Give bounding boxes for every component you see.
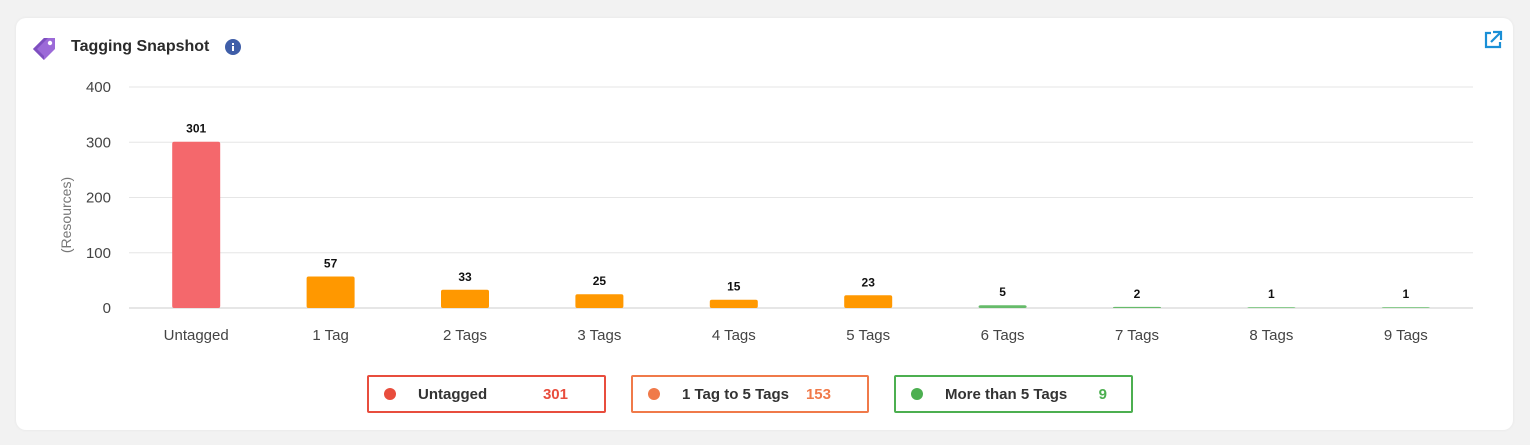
data-label: 301 <box>186 122 206 136</box>
data-label: 57 <box>324 257 338 271</box>
y-tick-label: 400 <box>86 79 111 96</box>
legend-label: Untagged <box>418 385 488 403</box>
external-link-icon[interactable] <box>1483 30 1503 50</box>
data-label: 1 <box>1268 287 1275 301</box>
bar-8-tags[interactable] <box>1247 307 1296 308</box>
legend-label: 1 Tag to 5 Tags <box>682 385 789 403</box>
y-axis-title: (Resources) <box>58 177 74 253</box>
bar-7-tags[interactable] <box>1113 306 1161 308</box>
legend-value: 153 <box>805 385 831 403</box>
x-tick-label: 2 Tags <box>443 327 487 344</box>
legend-value: 301 <box>542 385 568 403</box>
bar-1-tag[interactable] <box>306 276 355 308</box>
data-label: 25 <box>593 274 607 288</box>
x-tick-label: 7 Tags <box>1115 327 1159 344</box>
bar-untagged[interactable] <box>172 141 221 308</box>
legend-dot <box>911 388 923 400</box>
bar-2-tags[interactable] <box>441 289 489 308</box>
bar-5-tags[interactable] <box>844 295 893 308</box>
data-label: 33 <box>458 270 472 284</box>
card-title: Tagging Snapshot <box>71 38 210 55</box>
data-label: 2 <box>1134 287 1141 301</box>
x-tick-label: 3 Tags <box>577 327 621 344</box>
legend-value: 9 <box>1098 385 1107 403</box>
y-tick-label: 200 <box>86 190 111 207</box>
bar-4-tags[interactable] <box>709 299 758 308</box>
data-label: 23 <box>862 275 876 289</box>
legend-1-to-5-tags[interactable]: 1 Tag to 5 Tags 153 <box>631 375 869 413</box>
bar-9-tags[interactable] <box>1381 307 1430 308</box>
x-tick-label: 4 Tags <box>712 327 756 344</box>
y-tick-label: 100 <box>86 245 111 262</box>
tagging-snapshot-card: Tagging Snapshot 0 100 200 300 400 301 Untagge… <box>16 18 1513 430</box>
legend-more-than-5-tags[interactable]: More than 5 Tags 9 <box>894 375 1133 413</box>
x-tick-label: Untagged <box>164 327 229 344</box>
bar-3-tags[interactable] <box>575 294 624 308</box>
bar-6-tags[interactable] <box>978 305 1027 308</box>
x-tick-label: 8 Tags <box>1249 327 1293 344</box>
tag-icon <box>33 38 55 60</box>
x-tick-label: 6 Tags <box>981 327 1025 344</box>
y-tick-label: 0 <box>103 300 111 317</box>
x-tick-label: 9 Tags <box>1384 327 1428 344</box>
bar-chart: 0 100 200 300 400 301 Untagged 57 1 Tag 33 2 Tags 2… <box>58 79 1473 344</box>
legend-untagged[interactable]: Untagged 301 <box>367 375 606 413</box>
x-tick-label: 5 Tags <box>846 327 890 344</box>
data-label: 15 <box>727 280 741 294</box>
legend-label: More than 5 Tags <box>945 385 1068 403</box>
data-label: 1 <box>1402 287 1409 301</box>
y-tick-label: 300 <box>86 134 111 151</box>
legend-dot <box>384 388 396 400</box>
info-icon[interactable] <box>225 39 241 55</box>
legend-dot <box>648 388 660 400</box>
data-label: 5 <box>999 285 1006 299</box>
x-tick-label: 1 Tag <box>312 327 348 344</box>
